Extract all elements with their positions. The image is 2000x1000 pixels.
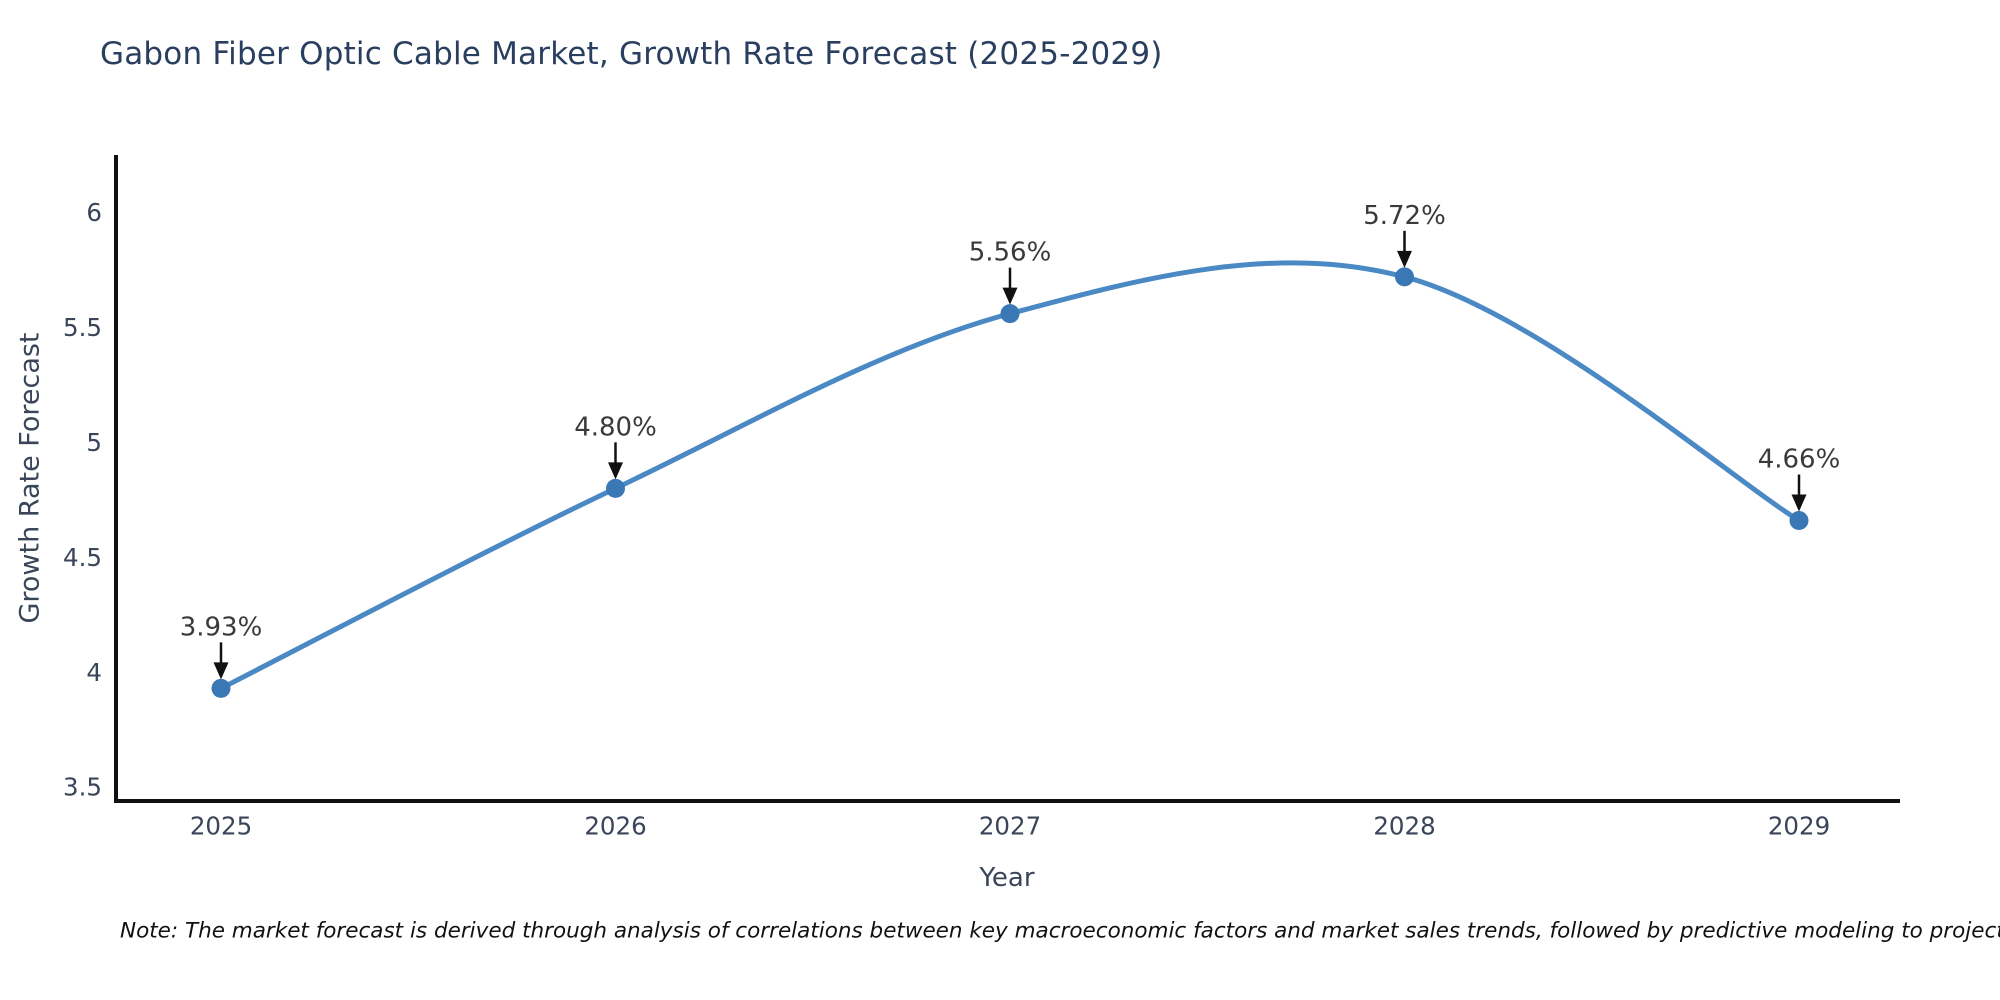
annotation-arrowhead-icon <box>1002 287 1018 305</box>
point-value-label: 3.93% <box>180 612 263 642</box>
point-value-label: 4.66% <box>1758 445 1841 475</box>
annotation-arrowhead-icon <box>1791 494 1807 512</box>
x-axis-title: Year <box>979 863 1035 893</box>
y-tick-label: 4 <box>86 658 102 687</box>
x-tick-label: 2025 <box>190 812 252 841</box>
x-tick-label: 2027 <box>979 812 1041 841</box>
data-point-marker <box>606 478 625 498</box>
annotation-arrowhead-icon <box>1397 250 1412 268</box>
point-value-label: 5.56% <box>969 238 1052 268</box>
annotation-arrowhead-icon <box>608 462 623 480</box>
y-axis-title: Growth Rate Forecast <box>14 332 46 624</box>
chart-title: Gabon Fiber Optic Cable Market, Growth R… <box>100 36 1163 72</box>
y-tick-label: 6 <box>86 198 102 227</box>
y-tick-label: 3.5 <box>63 773 102 802</box>
y-tick-label: 5 <box>86 428 102 457</box>
y-tick-label: 4.5 <box>63 543 102 572</box>
data-point-marker <box>1395 267 1414 287</box>
annotation-arrowhead-icon <box>213 662 229 680</box>
footnote: Note: The market forecast is derived thr… <box>120 918 2000 944</box>
data-point-marker <box>211 678 231 698</box>
point-value-label: 4.80% <box>574 412 657 442</box>
point-value-label: 5.72% <box>1363 201 1446 231</box>
x-tick-label: 2029 <box>1768 812 1830 841</box>
x-tick-label: 2026 <box>584 812 646 841</box>
forecast-line <box>218 260 1802 691</box>
data-point-marker <box>1000 304 1020 324</box>
y-tick-label: 5.5 <box>63 313 102 342</box>
x-tick-label: 2028 <box>1373 812 1435 841</box>
data-point-marker <box>1789 511 1809 531</box>
